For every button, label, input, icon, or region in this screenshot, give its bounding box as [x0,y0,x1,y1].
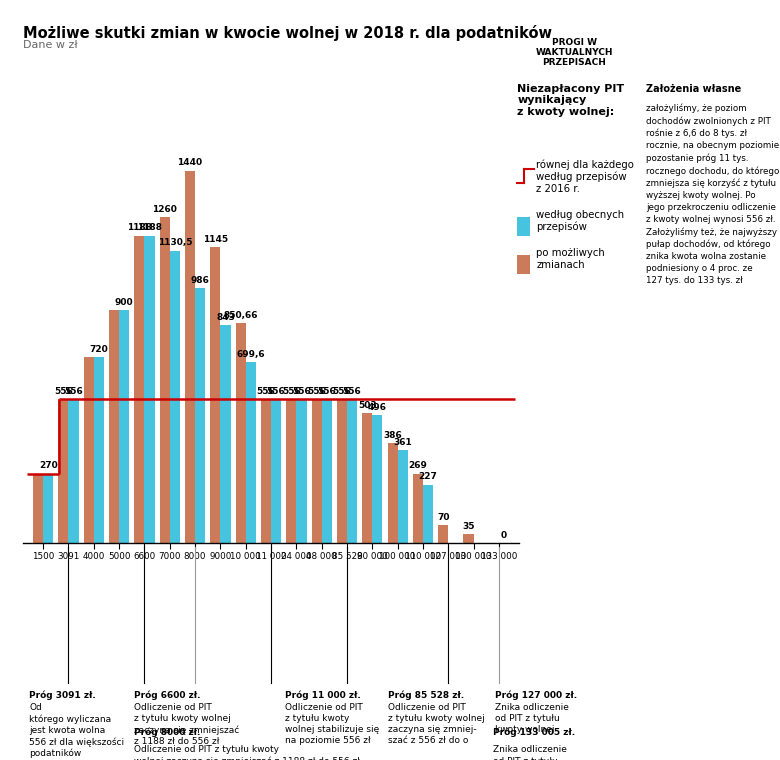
Bar [119,310,129,543]
Text: 556: 556 [332,387,351,396]
Text: Znika odliczenie
od PIT z tytułu
kwoty wolnej: Znika odliczenie od PIT z tytułu kwoty w… [495,703,569,734]
Text: Próg 85 528 zł.: Próg 85 528 zł. [388,690,464,700]
Bar [43,473,53,543]
Bar [423,485,433,543]
Text: 1260: 1260 [152,205,177,214]
Bar [438,525,448,543]
Text: 270: 270 [39,461,58,470]
Text: 556: 556 [54,387,73,396]
Bar [221,325,231,543]
Bar [195,288,205,543]
Text: 1130,5: 1130,5 [158,239,192,247]
Text: 556: 556 [307,387,326,396]
Bar [109,310,119,543]
Bar [211,247,221,543]
Text: równej dla każdego
według przepisów
z 2016 r.: równej dla każdego według przepisów z 20… [537,160,634,194]
Text: Możliwe skutki zmian w kwocie wolnej w 2018 r. dla podatników: Możliwe skutki zmian w kwocie wolnej w 2… [23,25,552,41]
Text: Założenia własne: Założenia własne [646,84,741,93]
Text: 361: 361 [393,438,412,447]
Text: 386: 386 [383,431,402,440]
Text: 35: 35 [463,522,475,531]
Bar [413,473,423,543]
Text: Znika odliczenie
od PIT z tytułu
kwoty wolnej: Znika odliczenie od PIT z tytułu kwoty w… [493,746,567,760]
Text: PROGI W
WAKTUALNYCH
PRZEPISACH: PROGI W WAKTUALNYCH PRZEPISACH [535,37,613,68]
Text: Dane w zł: Dane w zł [23,40,78,50]
Text: 986: 986 [191,276,210,285]
Text: Próg 3091 zł.: Próg 3091 zł. [29,690,96,700]
Text: 70: 70 [437,513,449,522]
Text: 496: 496 [368,403,387,412]
Bar [185,171,195,543]
Text: Próg 11 000 zł.: Próg 11 000 zł. [285,690,360,700]
Text: 227: 227 [419,472,438,481]
Text: 0: 0 [501,531,507,540]
Text: 1188: 1188 [127,223,152,233]
Bar [337,400,347,543]
Text: Od
którego wyliczana
jest kwota wolna
556 zł dla większości
podatników: Od którego wyliczana jest kwota wolna 55… [29,703,124,758]
Text: 556: 556 [342,387,361,396]
Text: 556: 556 [282,387,300,396]
Text: 269: 269 [409,461,427,470]
Text: według obecnych
przepisów: według obecnych przepisów [537,210,625,233]
Bar [261,400,271,543]
Text: Próg 6600 zł.: Próg 6600 zł. [133,690,200,700]
Text: 556: 556 [64,387,83,396]
Text: 1145: 1145 [203,235,228,244]
Text: Odliczenie od PIT
z tytułu kwoty
wolnej stabilizuje się
na poziomie 556 zł: Odliczenie od PIT z tytułu kwoty wolnej … [285,703,379,746]
Text: 850,66: 850,66 [223,311,258,320]
Text: 556: 556 [292,387,310,396]
Bar [69,400,79,543]
Bar [321,400,331,543]
Bar [296,400,307,543]
Text: 1188: 1188 [137,223,162,233]
Bar [94,357,104,543]
Bar [33,473,43,543]
Text: 900: 900 [115,298,133,307]
Bar [134,236,144,543]
Text: 556: 556 [257,387,275,396]
Text: po możliwych
zmianach: po możliwych zmianach [537,249,605,270]
Text: Odliczenie od PIT z tytułu kwoty
wolnej zaczyna się zmniejszać z 1188 zł do 556 : Odliczenie od PIT z tytułu kwoty wolnej … [133,746,360,760]
Text: Próg 127 000 zł.: Próg 127 000 zł. [495,690,577,700]
Text: 556: 556 [267,387,285,396]
Bar [144,236,154,543]
Text: Próg 133 005 zł.: Próg 133 005 zł. [493,727,576,736]
Text: 503: 503 [358,401,377,410]
Bar [388,444,398,543]
Text: 556: 556 [317,387,336,396]
Bar [362,413,372,543]
Bar [347,400,357,543]
Text: 699,6: 699,6 [236,350,265,359]
Text: Niezapłacony PIT
wynikający
z kwoty wolnej:: Niezapłacony PIT wynikający z kwoty woln… [517,84,625,117]
Bar [517,255,530,274]
Bar [311,400,321,543]
Bar [58,400,69,543]
Text: Odliczenie od PIT
z tytułu kwoty wolnej
zaczyna się zmniejszać
z 1188 zł do 556 : Odliczenie od PIT z tytułu kwoty wolnej … [133,703,239,746]
Bar [246,363,256,543]
Bar [236,323,246,543]
Bar [463,534,473,543]
Text: 1440: 1440 [178,158,203,167]
Text: 843: 843 [216,313,235,321]
Text: Odliczenie od PIT
z tytułu kwoty wolnej
zaczyna się zmniej-
szać z 556 zł do o: Odliczenie od PIT z tytułu kwoty wolnej … [388,703,485,746]
Bar [271,400,281,543]
Bar [398,450,408,543]
Bar [517,217,530,236]
Bar [170,251,180,543]
Bar [83,357,94,543]
Text: 720: 720 [90,344,108,353]
Bar [160,217,170,543]
Text: Próg 8000 zł.: Próg 8000 zł. [133,727,200,736]
Bar [286,400,296,543]
Text: PROGI WEDŁUG
ZAŁOŻEŃ
WŁASNYCH: PROGI WEDŁUG ZAŁOŻEŃ WŁASNYCH [660,37,738,68]
Bar [372,415,382,543]
Text: założyliśmy, że poziom
dochodów zwolnionych z PIT
rośnie z 6,6 do 8 tys. zł
rocz: założyliśmy, że poziom dochodów zwolnion… [646,103,779,285]
